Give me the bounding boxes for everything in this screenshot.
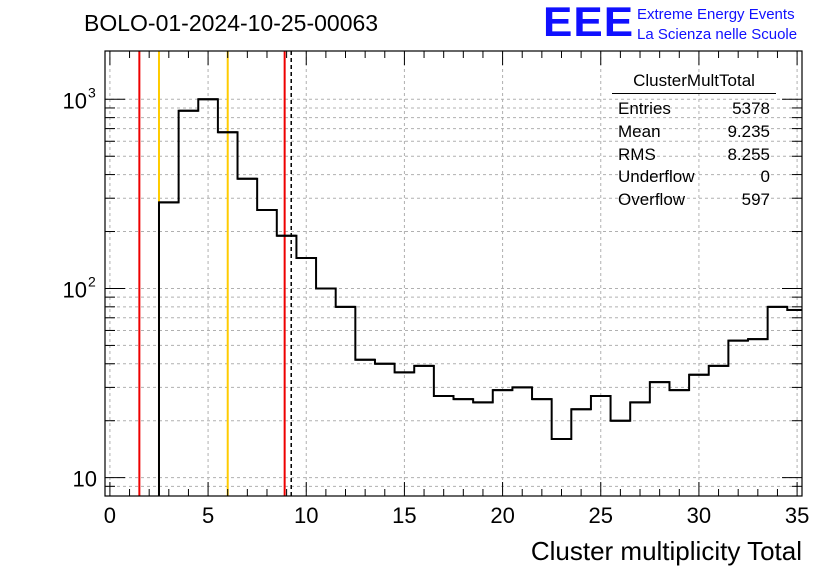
x-tick-label: 10 — [294, 503, 318, 528]
stat-value: 5378 — [732, 99, 770, 118]
stat-label: Mean — [618, 121, 661, 141]
y-tick-label: 10 — [63, 88, 87, 113]
stat-value: 8.255 — [727, 144, 770, 164]
y-tick-label: 10 — [63, 277, 87, 302]
stat-label: Overflow — [618, 190, 686, 210]
stat-row: Underflow 0 — [612, 166, 776, 189]
x-tick-label: 0 — [104, 503, 116, 528]
stats-rows: Entries 5378 Mean 9.235 RMS 8.255 Underflow 0 Ov… — [612, 98, 776, 212]
grid-lines — [105, 51, 802, 497]
stat-value: 597 — [741, 190, 770, 210]
y-tick-label-exponent: 3 — [88, 84, 96, 100]
logo-mark: EEE — [543, 0, 635, 46]
x-tick-label: 35 — [785, 503, 809, 528]
axis-ticks — [105, 51, 802, 497]
stats-box: ClusterMultTotal Entries 5378 Mean 9.235 RMS… — [612, 70, 776, 212]
x-tick-label: 30 — [687, 503, 711, 528]
stat-label: Underflow — [618, 167, 695, 187]
plot-title: BOLO-01-2024-10-25-00063 — [84, 10, 379, 36]
stat-label: Entries — [618, 99, 671, 118]
stat-value: 0 — [760, 167, 770, 187]
stat-label: RMS — [618, 144, 656, 164]
plot-frame — [104, 50, 803, 497]
eee-logo: EEE Extreme Energy Events La Scienza nel… — [543, 0, 833, 46]
y-tick-label-exponent: 2 — [88, 273, 96, 289]
logo-line-2: La Scienza nelle Scuole — [637, 26, 798, 43]
x-tick-label: 15 — [392, 503, 416, 528]
stat-row: Overflow 597 — [612, 189, 776, 212]
histogram-bars — [157, 98, 802, 496]
logo-line-1: Extreme Energy Events — [637, 6, 795, 23]
x-axis-label: Cluster multiplicity Total — [531, 536, 802, 566]
stat-row: Mean 9.235 — [612, 121, 776, 144]
stats-title: ClusterMultTotal — [612, 70, 776, 94]
stat-value: 9.235 — [727, 121, 770, 141]
stat-row: Entries 5378 — [612, 98, 776, 121]
stat-row: RMS 8.255 — [612, 144, 776, 167]
x-tick-label: 20 — [490, 503, 514, 528]
x-tick-label: 25 — [589, 503, 613, 528]
x-tick-label: 5 — [202, 503, 214, 528]
y-tick-label: 10 — [73, 467, 97, 492]
